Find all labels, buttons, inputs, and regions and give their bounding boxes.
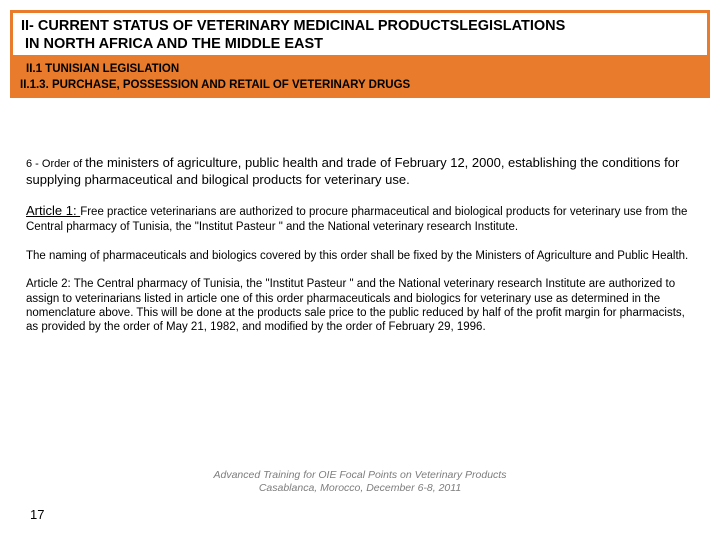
slide-title-line1: II- CURRENT STATUS OF VETERINARY MEDICIN… bbox=[21, 17, 699, 35]
subtitle-box: II.1 TUNISIAN LEGISLATION II.1.3. PURCHA… bbox=[10, 58, 710, 98]
footer-note: Advanced Training for OIE Focal Points o… bbox=[0, 469, 720, 495]
subtitle-line2: II.1.3. PURCHASE, POSSESSION AND RETAIL … bbox=[20, 78, 700, 94]
order-prefix: 6 - Order of bbox=[26, 158, 85, 170]
subtitle-line1: II.1 TUNISIAN LEGISLATION bbox=[20, 62, 700, 78]
order-text: the ministers of agriculture, public hea… bbox=[26, 155, 679, 187]
paragraph-article2: Article 2: The Central pharmacy of Tunis… bbox=[26, 277, 694, 335]
body-text: 6 - Order of the ministers of agricultur… bbox=[26, 155, 694, 348]
slide-title-line2: IN NORTH AFRICA AND THE MIDDLE EAST bbox=[21, 35, 699, 53]
paragraph-article1: Article 1: Free practice veterinarians a… bbox=[26, 203, 694, 235]
page-number: 17 bbox=[30, 507, 44, 522]
article1-text: Free practice veterinarians are authoriz… bbox=[26, 206, 687, 233]
article1-label: Article 1: bbox=[26, 203, 80, 218]
title-box: II- CURRENT STATUS OF VETERINARY MEDICIN… bbox=[10, 10, 710, 58]
footer-line2: Casablanca, Morocco, December 6-8, 2011 bbox=[0, 482, 720, 495]
header-band: II- CURRENT STATUS OF VETERINARY MEDICIN… bbox=[10, 10, 710, 98]
slide: II- CURRENT STATUS OF VETERINARY MEDICIN… bbox=[0, 0, 720, 540]
paragraph-order: 6 - Order of the ministers of agricultur… bbox=[26, 155, 694, 188]
paragraph-naming: The naming of pharmaceuticals and biolog… bbox=[26, 249, 694, 263]
footer-line1: Advanced Training for OIE Focal Points o… bbox=[0, 469, 720, 482]
